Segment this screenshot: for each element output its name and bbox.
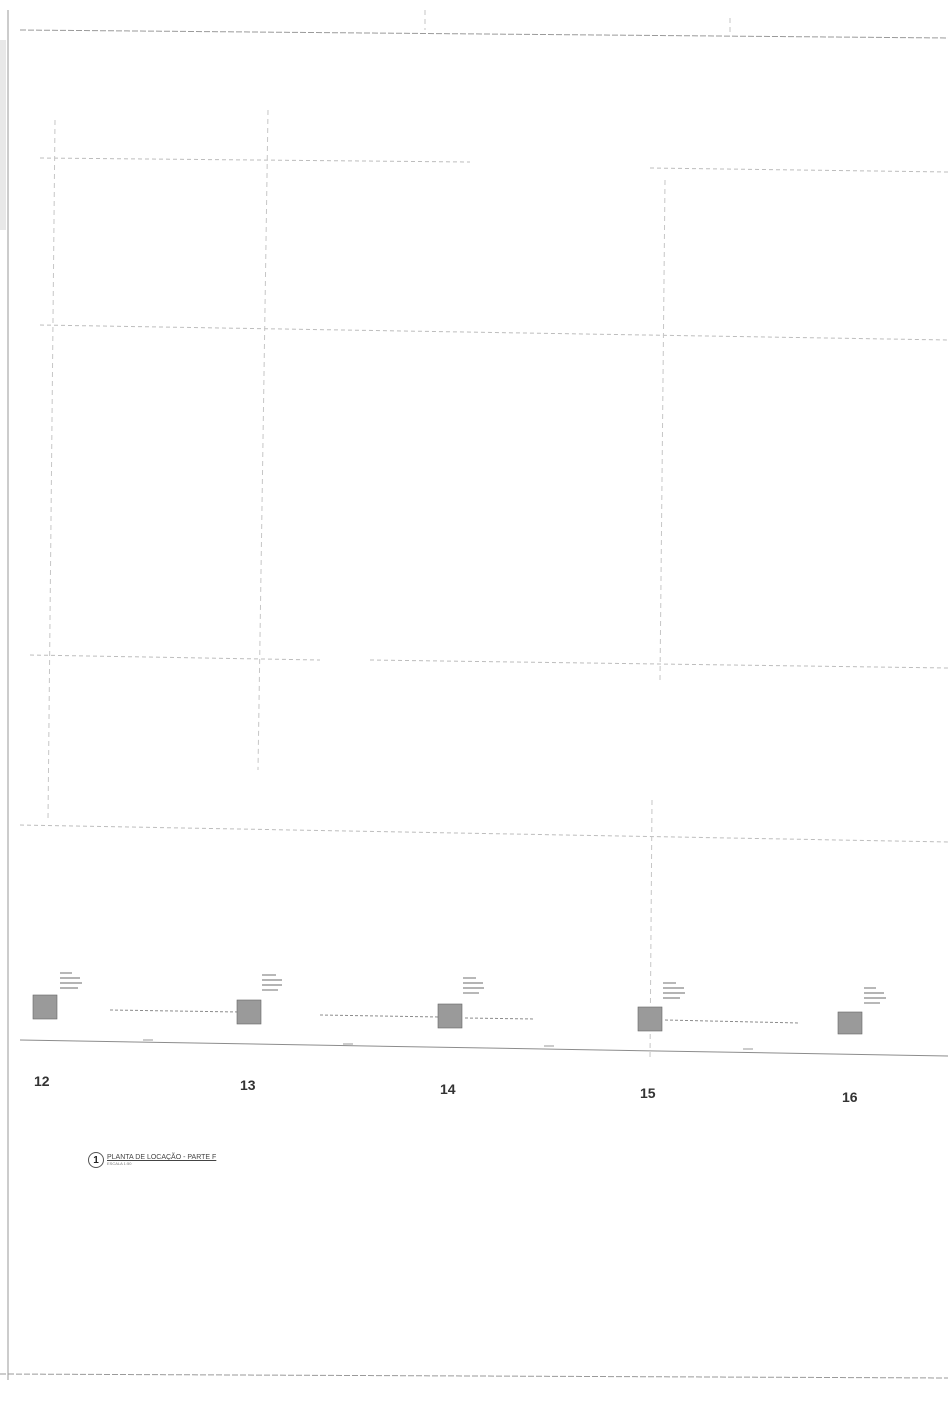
dimension-ticks — [143, 1039, 753, 1050]
grid-line-v1 — [47, 119, 56, 821]
drawing-title-block: 1 PLANTA DE LOCAÇÃO - PARTE F ESCALA 1:5… — [88, 1152, 216, 1168]
axis-line-dim-2 — [319, 1014, 441, 1018]
drawing-title: PLANTA DE LOCAÇÃO - PARTE F — [107, 1154, 217, 1161]
axis-line-dim-3 — [464, 1017, 536, 1020]
grid-line-h4 — [29, 654, 321, 661]
axis-label-16: 16 — [842, 1089, 858, 1105]
pile-14 — [437, 1003, 463, 1029]
binding-margin — [0, 40, 6, 230]
pile-16 — [837, 1011, 863, 1035]
grid-line-h1 — [39, 157, 471, 163]
foundation-axis — [19, 1009, 948, 1057]
axis-line-dim-1 — [109, 1009, 241, 1013]
pile-notes — [60, 972, 886, 1004]
horizontal-grid-lines — [19, 157, 948, 843]
axis-label-13: 13 — [240, 1077, 256, 1093]
drawing-number-badge: 1 — [88, 1152, 104, 1168]
drawing-scale-note: ESCALA 1:50 — [107, 1161, 132, 1166]
axis-label-15: 15 — [640, 1085, 656, 1101]
piles — [32, 994, 863, 1035]
grid-line-h3 — [39, 324, 948, 341]
drawing-title-text: PLANTA DE LOCAÇÃO - PARTE F ESCALA 1:50 — [107, 1154, 216, 1166]
pile-12 — [32, 994, 58, 1020]
grid-line-h2 — [649, 167, 948, 173]
vertical-grid-lines — [47, 10, 731, 1061]
pile-15 — [637, 1006, 663, 1032]
axis-line-dim-4 — [664, 1019, 801, 1024]
sheet-bottom-border — [0, 1373, 948, 1379]
grid-line-v3 — [659, 179, 666, 681]
sheet-top-border — [19, 29, 948, 39]
axis-line-main — [19, 1039, 948, 1057]
axis-label-14: 14 — [440, 1081, 456, 1097]
pile-13 — [236, 999, 262, 1025]
axis-label-12: 12 — [34, 1073, 50, 1089]
grid-line-h6 — [19, 824, 948, 843]
grid-line-h5 — [369, 659, 948, 669]
grid-line-v2 — [257, 109, 269, 771]
